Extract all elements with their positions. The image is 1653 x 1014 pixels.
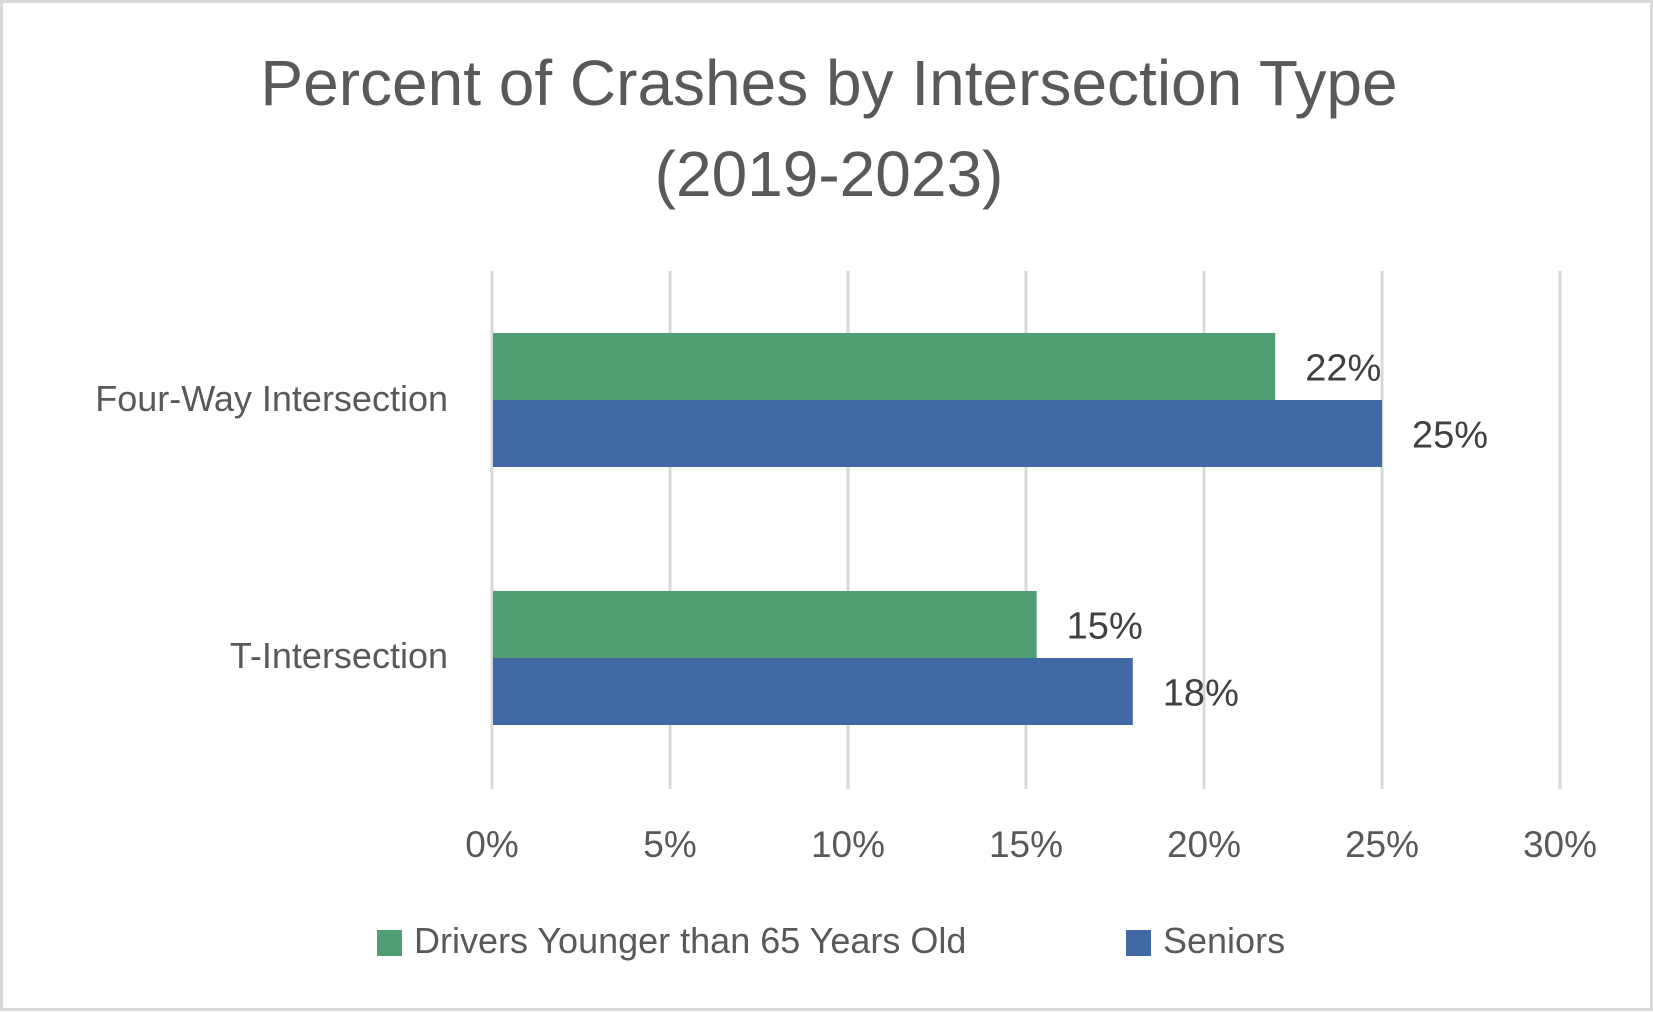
value-axis: 0% 5% 10% 15% 20% 25% 30% <box>465 824 1597 865</box>
legend-item-seniors: Seniors <box>1126 920 1285 961</box>
x-tick-label: 15% <box>989 824 1063 865</box>
category-axis: Four-Way Intersection T-Intersection <box>95 378 448 676</box>
data-label: 15% <box>1067 606 1143 648</box>
data-labels: 22% 25% 15% 18% <box>1067 348 1488 715</box>
legend-item-younger-drivers: Drivers Younger than 65 Years Old <box>377 920 966 961</box>
chart-subtitle: (2019-2023) <box>655 138 1004 210</box>
bars <box>493 333 1382 725</box>
x-tick-label: 20% <box>1167 824 1241 865</box>
bar-seniors-1 <box>493 658 1133 725</box>
chart-title-line1: Percent of Crashes by Intersection Type <box>260 47 1397 119</box>
x-tick-label: 0% <box>465 824 518 865</box>
legend-swatch <box>1126 930 1151 956</box>
data-label: 18% <box>1163 673 1239 715</box>
x-tick-label: 10% <box>811 824 885 865</box>
category-label: Four-Way Intersection <box>95 378 448 419</box>
legend-swatch <box>377 930 402 956</box>
x-tick-label: 30% <box>1523 824 1597 865</box>
chart-title: Percent of Crashes by Intersection Type … <box>260 47 1397 210</box>
bar-seniors-0 <box>493 400 1382 467</box>
category-label: T-Intersection <box>230 635 448 676</box>
bar-younger-drivers-1 <box>493 591 1037 658</box>
bar-younger-drivers-0 <box>493 333 1276 400</box>
legend-label: Seniors <box>1163 920 1285 961</box>
x-tick-label: 5% <box>643 824 696 865</box>
data-label: 22% <box>1305 348 1381 390</box>
legend-label: Drivers Younger than 65 Years Old <box>414 920 966 961</box>
data-label: 25% <box>1412 415 1488 457</box>
x-tick-label: 25% <box>1345 824 1419 865</box>
bar-chart: Percent of Crashes by Intersection Type … <box>95 47 1597 961</box>
legend: Drivers Younger than 65 Years Old Seniors <box>377 920 1285 961</box>
